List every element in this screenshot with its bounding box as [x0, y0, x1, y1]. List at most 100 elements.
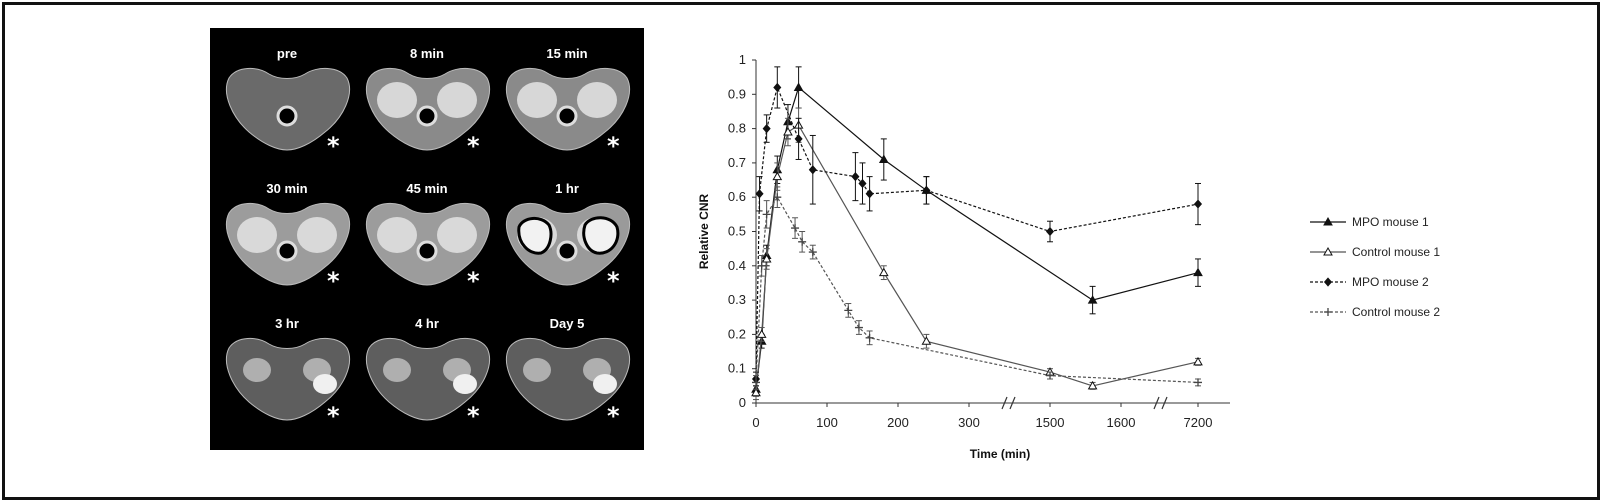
legend-label: Control mouse 2 [1352, 305, 1440, 319]
mri-panel-3: 15 min * [497, 36, 637, 166]
mri-panel-7: 3 hr * [217, 306, 357, 436]
mri-slice-image [225, 338, 351, 421]
axis-break-mark [1001, 396, 1008, 410]
lesion-marker: * [607, 267, 620, 295]
series-line-3 [755, 85, 1199, 380]
axis-break-mark [1161, 396, 1168, 410]
legend-marker [1323, 277, 1333, 287]
data-point [1046, 371, 1054, 380]
lesion-marker: * [467, 132, 480, 160]
mri-slice-image [225, 203, 351, 286]
mri-panel-label: 4 hr [415, 316, 439, 331]
mri-panel-label: 15 min [546, 46, 588, 61]
mri-panel-label: 30 min [266, 181, 308, 196]
series-line-4 [755, 196, 1199, 383]
y-tick-label: 0.3 [728, 292, 746, 307]
y-tick-label: 0.7 [728, 155, 746, 170]
data-point [773, 82, 782, 93]
x-tick-label: 1600 [1107, 415, 1136, 430]
legend-label: Control mouse 1 [1352, 245, 1440, 259]
data-point [757, 261, 766, 270]
data-point [762, 123, 771, 134]
mri-panel-1: pre * [217, 36, 357, 166]
mri-panel-label: 45 min [406, 181, 448, 196]
y-tick-label: 1 [739, 52, 746, 67]
data-point [878, 154, 889, 163]
lesion-marker: * [327, 402, 340, 430]
data-point [1193, 267, 1203, 277]
mri-panel-9: Day 5 * [497, 306, 637, 436]
data-point [762, 210, 771, 219]
lesion-marker: * [467, 402, 480, 430]
x-tick-label: 100 [816, 415, 838, 430]
data-point [808, 165, 817, 175]
data-point [1087, 295, 1098, 304]
data-point [1194, 378, 1202, 387]
data-point [798, 237, 807, 246]
y-tick-label: 0.5 [728, 224, 746, 239]
x-tick-label: 7200 [1184, 415, 1213, 430]
data-point [1193, 199, 1203, 209]
data-point [761, 253, 772, 263]
y-tick-label: 0.9 [728, 86, 746, 101]
mri-image-grid: pre * 8 min * 15 min * 30 min * 45 min * 1 hr * 3 hr… [210, 28, 644, 450]
relative-cnr-chart: 0 0.1 0.2 0.3 0.4 0.5 0.6 0.7 0.8 0.9 1 0 100 200 300 1… [697, 52, 1440, 461]
data-point [793, 82, 804, 91]
y-axis-title: Relative CNR [697, 193, 711, 269]
y-tick-label: 0.8 [728, 121, 746, 136]
axis-break-mark [1153, 396, 1160, 410]
data-point [854, 323, 863, 332]
legend-label: MPO mouse 1 [1352, 215, 1429, 229]
data-point [921, 336, 932, 345]
x-tick-label: 200 [887, 415, 909, 430]
data-point [752, 378, 760, 387]
lesion-marker: * [327, 132, 340, 160]
data-point [851, 172, 860, 182]
lesion-marker: * [467, 267, 480, 295]
mri-panel-6: 1 hr * [497, 171, 637, 301]
mri-slice-image [365, 68, 491, 151]
data-point [1193, 356, 1203, 366]
legend-marker [1324, 308, 1332, 316]
data-point [858, 178, 867, 189]
data-point [865, 189, 874, 199]
mri-slice-image [225, 68, 351, 151]
lesion-marker: * [607, 402, 620, 430]
lesion-marker: * [607, 132, 620, 160]
mri-panel-label: pre [276, 46, 298, 61]
x-tick-label: 300 [958, 415, 980, 430]
mri-panel-5: 45 min * [357, 171, 497, 301]
data-point [794, 134, 803, 144]
mri-slice-image [505, 338, 631, 421]
data-point [808, 248, 817, 257]
mri-panel-label: 8 min [410, 46, 444, 61]
y-tick-label: 0.4 [728, 258, 746, 273]
data-point [772, 171, 783, 181]
data-point [755, 189, 764, 199]
data-point [751, 387, 761, 397]
mri-panel-label: Day 5 [549, 316, 585, 331]
data-point [878, 267, 889, 277]
x-tick-label: 1500 [1036, 415, 1065, 430]
data-point [756, 329, 767, 338]
mri-panel-8: 4 hr * [357, 306, 497, 436]
legend-marker [1323, 216, 1333, 226]
legend-marker [1323, 246, 1333, 256]
y-tick-label: 0.2 [728, 326, 746, 341]
y-tick-label: 0.1 [728, 361, 746, 376]
mri-slice-image [505, 203, 631, 286]
mri-panel-4: 30 min * [217, 171, 357, 301]
y-tick-label: 0 [739, 395, 746, 410]
data-point [791, 224, 800, 233]
data-point [1045, 226, 1055, 237]
data-point [844, 306, 853, 315]
series-line-2 [755, 124, 1199, 393]
lesion-marker: * [327, 267, 340, 295]
data-point [783, 127, 793, 136]
data-point [773, 193, 782, 202]
mri-panel-2: 8 min * [357, 36, 497, 166]
data-point [1087, 380, 1098, 390]
mri-panel-label: 3 hr [275, 316, 299, 331]
series-line-1 [755, 86, 1199, 390]
mri-slice-image [365, 338, 491, 421]
